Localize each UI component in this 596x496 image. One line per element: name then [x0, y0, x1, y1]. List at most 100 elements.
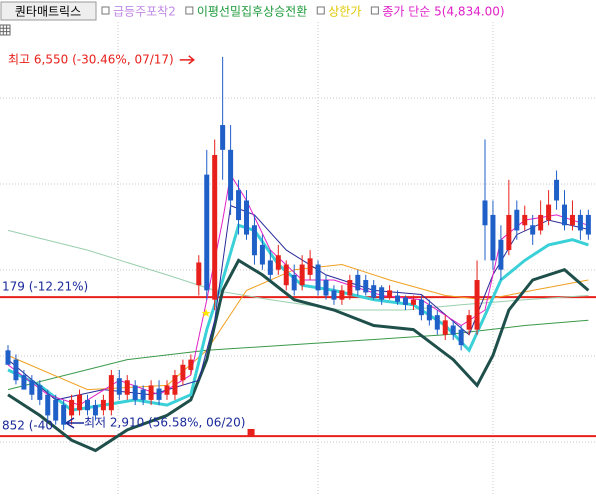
candle-body	[569, 214, 575, 226]
candle-body	[395, 295, 401, 302]
candle-body	[5, 350, 11, 365]
candle-body	[69, 399, 75, 416]
candle-body	[228, 149, 234, 201]
candle-body	[339, 290, 345, 300]
candle-body	[132, 385, 138, 400]
candle-body	[514, 209, 520, 231]
toolbar-button[interactable]	[0, 1, 97, 21]
candle-body	[29, 380, 35, 395]
candle-body	[140, 389, 146, 400]
candle-body	[482, 200, 488, 226]
annotation: 최저 2,910 (56.58%, 06/20)	[84, 415, 245, 429]
candle-body	[244, 200, 249, 235]
candle-body	[196, 262, 202, 286]
candle-body	[363, 280, 369, 293]
candle-body	[538, 214, 544, 231]
candle-body	[275, 255, 281, 270]
candle-body	[410, 299, 416, 305]
candle-body	[371, 285, 377, 298]
candle-body	[21, 375, 27, 390]
candle-body	[466, 315, 472, 330]
candle-body	[180, 364, 186, 381]
candle-body	[204, 174, 210, 291]
indicator-line	[7, 258, 590, 453]
candle-body	[323, 280, 329, 296]
candle-body	[530, 225, 536, 235]
annotation-arrow	[179, 55, 195, 65]
candle-body	[45, 394, 51, 416]
candle-body	[212, 155, 218, 300]
toolbar	[0, 0, 596, 22]
candle-body	[307, 258, 313, 275]
legend-marker	[101, 6, 110, 15]
candle-body	[458, 329, 464, 346]
candle-body	[77, 394, 83, 411]
candle-body	[554, 179, 560, 201]
candle-body	[577, 214, 583, 231]
candle-body	[13, 359, 19, 381]
candle-body	[403, 297, 408, 305]
candle-body	[61, 405, 67, 425]
candle-body	[53, 399, 59, 421]
candle-body	[108, 375, 114, 411]
reference-label: 179 (-12.21%)	[2, 280, 88, 294]
legend: 급등주포착2 이평선밀집후상승전환 상한가 종가 단순 5(4,834.00)	[101, 5, 505, 19]
candle-body	[522, 214, 528, 226]
candle-body	[220, 125, 226, 150]
candle-body	[299, 264, 305, 286]
legend-label: 이평선밀집후상승전환	[197, 5, 307, 19]
candle-body	[283, 264, 289, 286]
grid-icon[interactable]	[0, 24, 11, 36]
low-marker	[247, 428, 255, 436]
annotation: 최고 6,550 (-30.46%, 07/17)	[8, 52, 174, 66]
candle-body	[585, 214, 591, 235]
candle-body	[387, 290, 393, 298]
candle-body	[92, 405, 98, 416]
candle-body	[156, 388, 162, 400]
plot: 179 (-12.21%) 852 (-40 최고 6,550 (-30.46%, …	[0, 52, 596, 453]
candle-body	[37, 385, 43, 400]
candle-body	[267, 260, 273, 275]
candle-body	[450, 325, 456, 335]
candle-body	[172, 375, 178, 395]
candle-body	[331, 290, 337, 300]
candle-body	[474, 280, 480, 330]
indicator-line	[7, 229, 589, 311]
candle-body	[490, 214, 496, 261]
candle-body	[236, 190, 242, 221]
candle-body	[259, 244, 265, 265]
candle-body	[315, 264, 321, 291]
candle-body	[379, 287, 385, 300]
candle-body	[188, 359, 194, 370]
indicator-line	[7, 319, 589, 391]
toolbar-button-label: 퀀타매트릭스	[15, 5, 81, 19]
candle-body	[546, 204, 552, 221]
candle-body	[562, 204, 567, 226]
legend-label: 종가 단순 5(4,834.00)	[382, 5, 504, 19]
candle-body	[124, 380, 130, 395]
star-marker	[201, 309, 211, 317]
candle-body	[418, 299, 424, 316]
candle-body	[347, 280, 353, 296]
candle-body	[355, 274, 361, 291]
candle-body	[85, 399, 90, 411]
candle-body	[434, 315, 440, 330]
legend-label: 급등주포착2	[113, 5, 176, 19]
candle-body	[426, 304, 432, 321]
grid-icon-lines	[0, 25, 10, 35]
candle-body	[100, 399, 106, 411]
candle-body	[164, 385, 170, 395]
candle-body	[291, 274, 297, 291]
indicator-line	[7, 223, 589, 412]
legend-marker	[370, 6, 379, 15]
candle-body	[148, 385, 154, 400]
candle-body	[251, 225, 257, 256]
candle-body	[116, 378, 122, 395]
candle-body	[442, 320, 448, 335]
annotation-arrow	[65, 417, 84, 429]
legend-marker	[185, 6, 194, 15]
legend-label: 상한가	[328, 5, 361, 19]
reference-label: 852 (-40	[2, 419, 53, 433]
